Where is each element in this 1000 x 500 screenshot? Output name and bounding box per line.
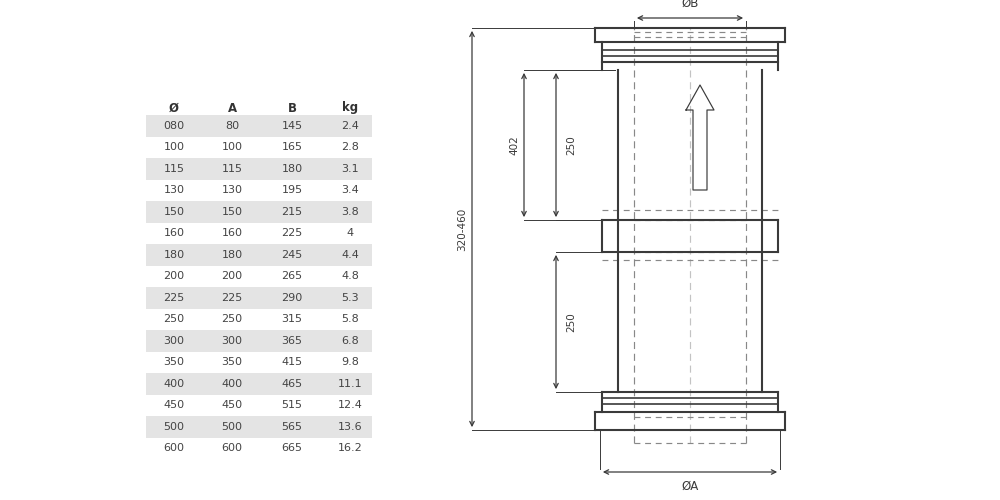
Text: 200: 200	[163, 271, 185, 281]
Text: 4.4: 4.4	[341, 250, 359, 260]
Text: 16.2: 16.2	[338, 443, 362, 453]
Text: 180: 180	[163, 250, 185, 260]
Text: 3.8: 3.8	[341, 207, 359, 217]
Text: 180: 180	[281, 164, 303, 174]
Text: kg: kg	[342, 102, 358, 114]
Text: 130: 130	[164, 185, 184, 195]
Bar	[146, 115, 372, 136]
Text: 450: 450	[221, 400, 243, 410]
Bar	[146, 201, 372, 222]
Text: 180: 180	[221, 250, 243, 260]
Text: 115: 115	[164, 164, 184, 174]
Text: 5.8: 5.8	[341, 314, 359, 324]
Text: 160: 160	[164, 228, 184, 238]
Text: 320-460: 320-460	[457, 208, 467, 250]
Text: 265: 265	[281, 271, 303, 281]
Text: 402: 402	[509, 135, 519, 155]
Text: 515: 515	[282, 400, 302, 410]
Text: 665: 665	[282, 443, 302, 453]
Text: 225: 225	[221, 292, 243, 302]
Text: 9.8: 9.8	[341, 357, 359, 367]
Text: 4.8: 4.8	[341, 271, 359, 281]
Bar	[146, 244, 372, 266]
Text: B: B	[288, 102, 296, 114]
Text: 365: 365	[282, 336, 302, 346]
Text: 145: 145	[281, 120, 303, 130]
Text: 465: 465	[281, 379, 303, 389]
Text: 250: 250	[566, 312, 576, 332]
Text: 415: 415	[281, 357, 303, 367]
Text: 130: 130	[222, 185, 242, 195]
Text: Ø: Ø	[169, 102, 179, 114]
Text: 150: 150	[164, 207, 184, 217]
Text: 315: 315	[282, 314, 302, 324]
Text: 3.1: 3.1	[341, 164, 359, 174]
Bar	[146, 330, 372, 351]
Text: 160: 160	[222, 228, 242, 238]
Text: 165: 165	[282, 142, 302, 152]
Text: 290: 290	[281, 292, 303, 302]
Text: 11.1: 11.1	[338, 379, 362, 389]
Text: 3.4: 3.4	[341, 185, 359, 195]
Bar	[146, 287, 372, 308]
Text: 400: 400	[163, 379, 185, 389]
Text: 150: 150	[222, 207, 242, 217]
Text: 80: 80	[225, 120, 239, 130]
Bar	[146, 373, 372, 394]
Text: 600: 600	[164, 443, 184, 453]
Text: 2.4: 2.4	[341, 120, 359, 130]
Text: 350: 350	[164, 357, 184, 367]
Text: 215: 215	[281, 207, 303, 217]
Text: 300: 300	[164, 336, 184, 346]
Text: 250: 250	[163, 314, 185, 324]
Text: 100: 100	[164, 142, 184, 152]
Text: 565: 565	[282, 422, 302, 432]
Text: 400: 400	[221, 379, 243, 389]
Text: 5.3: 5.3	[341, 292, 359, 302]
Text: 2.8: 2.8	[341, 142, 359, 152]
Bar	[146, 416, 372, 438]
Text: 450: 450	[163, 400, 185, 410]
Text: 245: 245	[281, 250, 303, 260]
Text: 250: 250	[221, 314, 243, 324]
Text: 4: 4	[346, 228, 354, 238]
Text: 195: 195	[281, 185, 303, 195]
Text: 12.4: 12.4	[338, 400, 362, 410]
Bar	[146, 158, 372, 180]
Text: 13.6: 13.6	[338, 422, 362, 432]
Text: 225: 225	[163, 292, 185, 302]
Text: 115: 115	[222, 164, 242, 174]
Text: 250: 250	[566, 135, 576, 155]
Text: 200: 200	[221, 271, 243, 281]
Text: ØB: ØB	[681, 0, 699, 10]
Text: 100: 100	[222, 142, 242, 152]
Text: 080: 080	[163, 120, 185, 130]
Text: 500: 500	[222, 422, 242, 432]
Text: 600: 600	[222, 443, 242, 453]
Text: 6.8: 6.8	[341, 336, 359, 346]
Text: 225: 225	[281, 228, 303, 238]
Text: A: A	[227, 102, 237, 114]
Text: ØA: ØA	[681, 480, 699, 493]
Text: 300: 300	[222, 336, 242, 346]
Text: 350: 350	[222, 357, 242, 367]
Text: 500: 500	[164, 422, 184, 432]
